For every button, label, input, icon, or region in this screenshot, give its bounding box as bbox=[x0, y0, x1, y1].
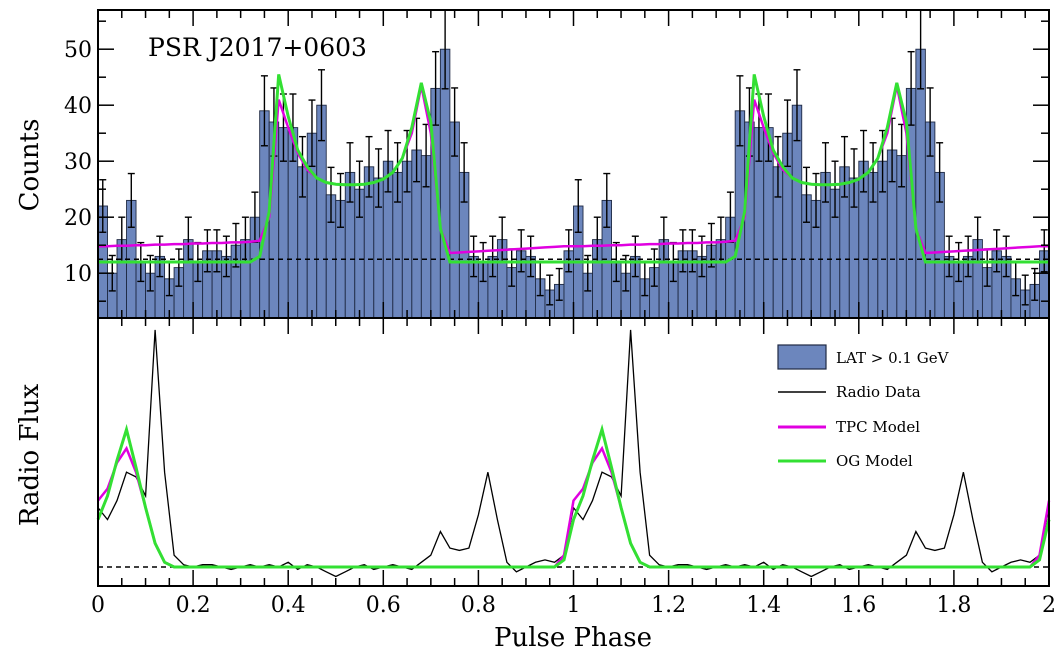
y-tick-label: 50 bbox=[64, 38, 92, 63]
bottom-panel-frame bbox=[97, 317, 1050, 587]
x-tick-label: 1.4 bbox=[746, 593, 781, 618]
x-tick-label: 0.2 bbox=[176, 593, 211, 618]
pulse-phase-axis-label: Pulse Phase bbox=[494, 623, 652, 653]
y-tick-label: 20 bbox=[64, 206, 92, 231]
legend-label-radio: Radio Data bbox=[836, 383, 921, 401]
lat-error-bars bbox=[99, 9, 1048, 306]
x-tick-label: 0.6 bbox=[366, 593, 401, 618]
x-tick-label: 2 bbox=[1042, 593, 1056, 618]
pulsar-name-annotation: PSR J2017+0603 bbox=[148, 33, 367, 62]
legend-label-lat: LAT > 0.1 GeV bbox=[836, 349, 950, 367]
legend-swatch-lat bbox=[777, 344, 827, 370]
counts-axis-label: Counts bbox=[15, 119, 45, 212]
legend: LAT > 0.1 GeV Radio Data TPC Model OG Mo… bbox=[777, 344, 950, 470]
x-tick-label: 1.6 bbox=[841, 593, 876, 618]
legend-label-og: OG Model bbox=[836, 452, 913, 470]
y-tick-label: 40 bbox=[64, 94, 92, 119]
legend-label-tpc: TPC Model bbox=[836, 418, 920, 436]
x-tick-label: 1 bbox=[567, 593, 581, 618]
x-tick-label: 0 bbox=[91, 593, 105, 618]
og-model-curve-bottom bbox=[96, 423, 1051, 569]
y-tick-label: 10 bbox=[64, 262, 92, 287]
lat-bar bbox=[915, 48, 926, 319]
x-tick-labels: 0 0.2 0.4 0.6 0.8 1 1.2 1.4 1.6 1.8 2 bbox=[91, 593, 1056, 618]
og-model-curve-top bbox=[98, 74, 1049, 264]
x-tick-label: 1.8 bbox=[936, 593, 971, 618]
x-tick-label: 1.2 bbox=[651, 593, 686, 618]
y-tick-labels: 10 20 30 40 50 bbox=[64, 38, 92, 287]
x-tick-label: 0.4 bbox=[271, 593, 306, 618]
x-tick-label: 0.8 bbox=[461, 593, 496, 618]
radio-flux-axis-label: Radio Flux bbox=[15, 384, 45, 527]
axis-ticks bbox=[97, 10, 1050, 586]
y-tick-label: 30 bbox=[64, 150, 92, 175]
lat-bar bbox=[439, 48, 451, 319]
